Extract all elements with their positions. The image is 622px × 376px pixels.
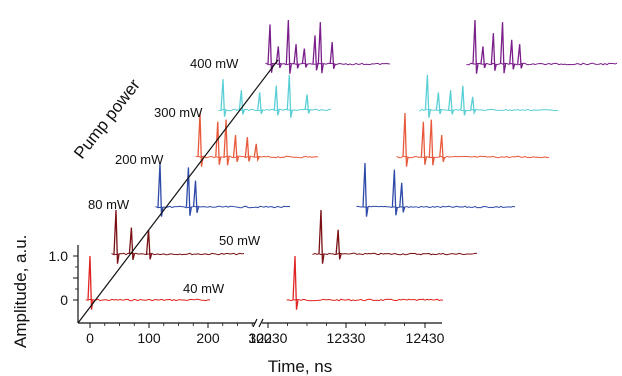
series-50mw — [111, 209, 478, 264]
baseline-late-200mw — [396, 155, 550, 159]
pulse-early-300mw-1 — [238, 90, 245, 115]
baseline-early-40mw — [85, 298, 211, 302]
pulse-late-200mw-0 — [402, 112, 409, 167]
axis-break-left — [252, 318, 258, 328]
pulse-late-50mw-0 — [318, 209, 325, 264]
pulse-early-400mw-2 — [285, 19, 292, 74]
series-40mw — [85, 255, 444, 310]
x-tick-label-early-3: 300 — [248, 330, 272, 346]
pulse-early-200mw-5 — [253, 143, 260, 163]
pulse-early-80mw-1 — [185, 167, 193, 216]
pulse-early-200mw-3 — [232, 134, 240, 163]
pulse-early-200mw-0 — [197, 112, 204, 167]
axes — [73, 59, 442, 328]
axis-break-right — [258, 318, 264, 328]
baseline-early-200mw — [195, 155, 319, 159]
y-tick-label-2: 1.0 — [49, 248, 69, 264]
pulse-early-300mw-5 — [304, 94, 311, 114]
pulse-early-400mw-4 — [301, 48, 308, 68]
power-label-300mw: 300 mW — [154, 105, 203, 120]
pulse-late-300mw-1 — [435, 92, 443, 115]
pulse-late-300mw-3 — [460, 85, 467, 116]
pulse-late-400mw-5 — [517, 44, 524, 69]
baseline-late-80mw — [356, 205, 516, 209]
traces — [85, 19, 618, 310]
pulse-early-200mw-2 — [223, 119, 230, 166]
pump-power-axis — [77, 59, 279, 324]
baseline-late-50mw — [312, 252, 478, 256]
series-200mw — [195, 112, 550, 167]
x-tick-label-early-2: 200 — [196, 330, 220, 346]
pulse-early-400mw-5 — [312, 35, 319, 71]
pump-power-label: Pump power — [70, 75, 144, 162]
pulse-late-50mw-1 — [335, 229, 342, 260]
pulse-early-50mw-1 — [128, 227, 136, 260]
power-label-50mw: 50 mW — [219, 233, 261, 248]
pulse-early-50mw-0 — [113, 209, 120, 264]
x-tick-label-late-2: 12430 — [406, 330, 445, 346]
baseline-late-400mw — [466, 62, 618, 66]
pulse-early-300mw-2 — [257, 92, 264, 115]
pulse-early-300mw-3 — [273, 85, 280, 116]
pulse-early-200mw-4 — [244, 137, 251, 162]
pulse-late-400mw-4 — [509, 39, 516, 70]
y-axis-label: Amplitude, a.u. — [11, 235, 30, 348]
pulse-late-200mw-2 — [428, 119, 435, 166]
pulse-late-200mw-1 — [420, 121, 427, 165]
power-label-200mw: 200 mW — [115, 152, 164, 167]
power-label-40mw: 40 mW — [183, 281, 225, 296]
baseline-late-40mw — [286, 298, 444, 302]
pulse-early-400mw-6 — [317, 22, 324, 74]
baseline-early-300mw — [218, 108, 332, 112]
x-axis-label: Time, ns — [268, 357, 333, 376]
pulse-early-400mw-1 — [275, 46, 282, 69]
pulse-early-400mw-3 — [293, 44, 300, 69]
x-tick-label-late-1: 12330 — [327, 330, 366, 346]
series-300mw — [218, 74, 559, 118]
pulse-late-80mw-1 — [391, 169, 399, 216]
power-label-80mw: 80 mW — [88, 197, 130, 212]
labels: 40 mW 50 mW 80 mW 200 mW 300 mW 400 mW 0 100 200… — [11, 56, 445, 376]
baseline-early-50mw — [111, 252, 245, 256]
y-tick-label-0: 0 — [60, 292, 68, 308]
pulse-late-400mw-2 — [490, 33, 497, 71]
pulse-late-400mw-3 — [499, 22, 507, 74]
pulse-late-300mw-4 — [470, 96, 477, 116]
pulse-late-40mw-0 — [292, 255, 299, 310]
pulse-early-300mw-4 — [286, 74, 293, 118]
baseline-early-400mw — [265, 62, 391, 66]
pulse-early-80mw-2 — [192, 180, 200, 213]
baseline-early-80mw — [155, 205, 291, 209]
pulse-late-300mw-2 — [447, 90, 455, 115]
pulse-late-80mw-0 — [362, 162, 369, 217]
x-tick-label-early-0: 0 — [86, 330, 94, 346]
baseline-late-300mw — [419, 108, 559, 112]
pulse-late-80mw-2 — [399, 182, 406, 213]
pulse-early-400mw-7 — [329, 41, 336, 70]
series-80mw — [155, 162, 516, 217]
pulse-early-80mw-0 — [157, 162, 164, 217]
pulse-late-200mw-3 — [439, 134, 446, 163]
pulse-late-300mw-0 — [424, 74, 432, 118]
pulse-early-400mw-0 — [267, 24, 274, 73]
pulse-early-50mw-2 — [145, 229, 153, 260]
pulse-late-400mw-0 — [472, 19, 479, 74]
x-tick-label-early-1: 100 — [137, 330, 161, 346]
pulse-early-200mw-1 — [215, 121, 222, 165]
series-400mw — [265, 19, 618, 74]
pulse-early-40mw-0 — [87, 255, 94, 310]
x-tick-label-late-0: 12230 — [249, 330, 288, 346]
pulse-late-400mw-1 — [480, 46, 487, 69]
power-label-400mw: 400 mW — [190, 56, 239, 71]
pulse-early-300mw-0 — [220, 79, 227, 117]
